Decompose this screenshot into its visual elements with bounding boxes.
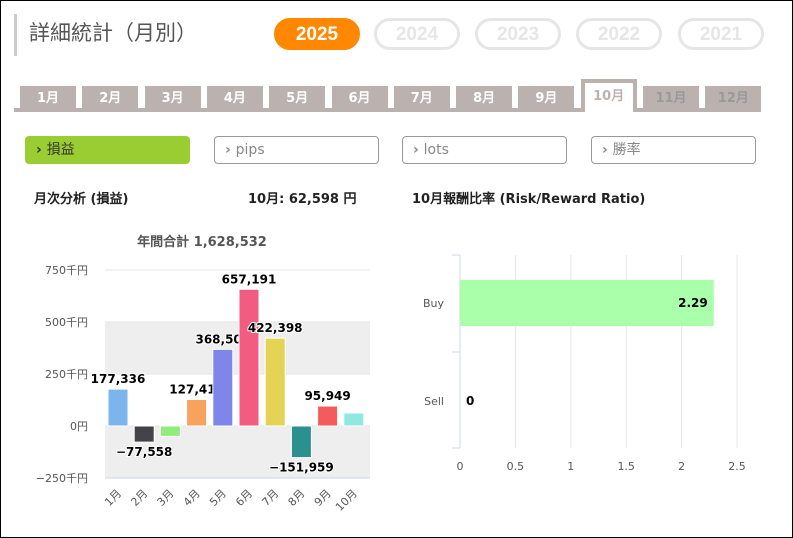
metric-button-1[interactable]: › pips	[214, 136, 379, 164]
y-tick-label: −250千円	[36, 472, 88, 485]
metric-label: pips	[235, 142, 265, 158]
data-label: 177,336	[91, 372, 146, 386]
bar-8月	[290, 425, 312, 459]
data-label: 368,502	[195, 332, 250, 346]
x-tick-label: 2.5	[728, 460, 746, 473]
y-tick-label: 0円	[70, 420, 88, 433]
bar-Buy	[460, 280, 714, 326]
y-tick-label: Sell	[424, 395, 444, 408]
y-tick-label: 500千円	[45, 316, 88, 329]
plot-band	[105, 322, 370, 374]
tab-month-6[interactable]: 6月	[331, 86, 388, 112]
monthly-pl-chart: 750千円 500千円 250千円 0円 −250千円 年間合計 1,628,532 177…	[36, 234, 370, 514]
chevron-right-icon: ›	[602, 142, 613, 158]
x-tick-label: 0	[457, 460, 464, 473]
bar-3月	[159, 425, 181, 437]
year-button-2023[interactable]: 2023	[475, 18, 561, 50]
bar-1月	[107, 388, 129, 427]
tab-month-1[interactable]: 1月	[20, 86, 76, 112]
metric-label: lots	[423, 142, 449, 158]
data-label: 657,191	[222, 272, 277, 286]
metric-label: 損益	[46, 142, 75, 158]
month-total: 10月: 62,598 円	[248, 192, 357, 207]
data-label: 0	[466, 394, 474, 408]
year-button-2021[interactable]: 2021	[678, 18, 764, 50]
chevron-right-icon: ›	[36, 142, 47, 158]
metric-button-0[interactable]: › 損益	[25, 136, 190, 164]
bar-4月	[186, 398, 208, 427]
bar-5月	[212, 348, 234, 427]
bar-6月	[238, 288, 260, 427]
bar-10月	[343, 412, 365, 427]
y-tick-label: Buy	[423, 297, 445, 310]
right-heading: 10月報酬比率 (Risk/Reward Ratio)	[412, 192, 646, 207]
bar-9月	[317, 405, 339, 427]
bar-2月	[133, 425, 155, 443]
data-label: −151,959	[269, 461, 334, 475]
x-tick-label: 1.5	[617, 460, 635, 473]
tab-month-7[interactable]: 7月	[393, 86, 450, 112]
page-title: 詳細統計（月別）	[14, 14, 197, 56]
tab-month-8[interactable]: 8月	[456, 86, 513, 112]
left-heading: 月次分析 (損益)	[34, 192, 129, 207]
data-label: 95,949	[304, 389, 350, 403]
data-label: 127,416	[169, 382, 224, 396]
x-tick-label: 1	[567, 460, 574, 473]
x-tick-label: 2	[678, 460, 685, 473]
tab-month-10[interactable]: 10月	[580, 79, 637, 112]
metric-button-3[interactable]: › 勝率	[591, 136, 756, 164]
data-label: 422,398	[248, 321, 303, 335]
y-tick-label: 750千円	[45, 264, 88, 277]
data-label: −77,558	[116, 445, 172, 459]
tab-month-3[interactable]: 3月	[144, 86, 201, 112]
x-tick-label: 0.5	[507, 460, 525, 473]
tab-month-5[interactable]: 5月	[269, 86, 326, 112]
chart-title: 年間合計 1,628,532	[137, 234, 267, 250]
metric-button-2[interactable]: › lots	[402, 136, 567, 164]
year-button-2025[interactable]: 2025	[274, 18, 360, 50]
metric-label: 勝率	[612, 142, 641, 158]
year-button-2024[interactable]: 2024	[374, 18, 460, 50]
chevron-right-icon: ›	[413, 142, 424, 158]
y-tick-label: 250千円	[45, 368, 88, 381]
chevron-right-icon: ›	[225, 142, 236, 158]
data-label: 2.29	[678, 296, 708, 310]
tab-month-2[interactable]: 2月	[82, 86, 139, 112]
tab-month-12[interactable]: 12月	[705, 86, 762, 112]
tab-month-4[interactable]: 4月	[206, 86, 263, 112]
bar-7月	[264, 337, 286, 427]
tab-month-9[interactable]: 9月	[518, 86, 575, 112]
tab-month-11[interactable]: 11月	[643, 86, 699, 112]
year-button-2022[interactable]: 2022	[576, 18, 662, 50]
